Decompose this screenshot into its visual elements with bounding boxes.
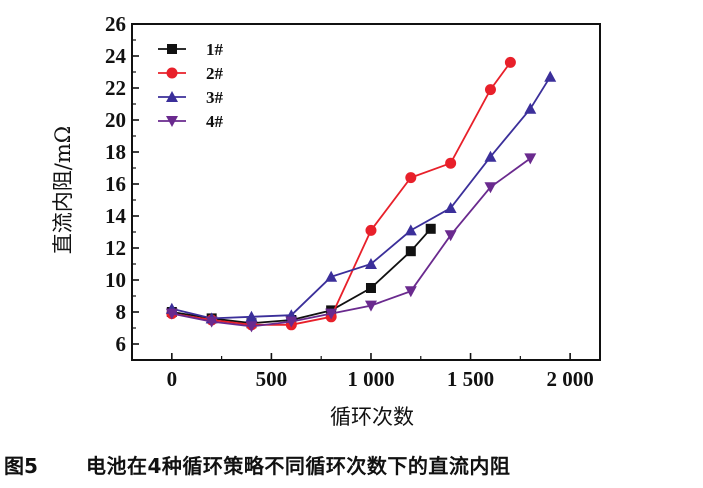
data-point [404, 224, 417, 236]
data-point [444, 230, 457, 242]
y-tick-label: 26 [105, 12, 126, 36]
data-point [165, 308, 178, 320]
data-point [444, 202, 457, 213]
data-point [205, 316, 218, 328]
ticks: 0 500 1 000 1 500 2 000 6 8 10 12 14 16 18 20 22 24 26 [105, 12, 594, 391]
series-3 [165, 70, 557, 324]
data-point [484, 150, 497, 162]
series-line [171, 228, 432, 325]
data-point [544, 70, 557, 82]
y-tick-label: 8 [116, 300, 127, 324]
legend-label: 4# [206, 112, 224, 131]
legend-marker [167, 44, 177, 54]
caption-text: 电池在4种循环策略不同循环次数下的直流内阻 [86, 454, 511, 478]
data-point [364, 300, 377, 312]
y-tick-label: 20 [105, 108, 126, 132]
data-point [325, 308, 338, 320]
legend-marker [166, 91, 178, 102]
legend-label: 1# [206, 40, 224, 59]
data-point [405, 246, 416, 257]
data-point [285, 316, 298, 328]
x-tick-label: 1 000 [347, 367, 394, 391]
data-point [484, 84, 496, 96]
legend-marker [166, 116, 178, 127]
series-1 [166, 223, 436, 329]
data-point [365, 224, 377, 236]
series-4 [165, 153, 537, 333]
plot-frame [131, 23, 601, 361]
series-line [171, 76, 551, 320]
legend: 1# 2# 3# 4# [158, 40, 224, 131]
data-point [245, 321, 258, 333]
y-axis-title: 直流内阻/mΩ [51, 126, 75, 254]
data-point [484, 182, 497, 194]
legend-item: 4# [158, 112, 224, 131]
x-tick-label: 1 500 [447, 367, 494, 391]
y-tick-label: 10 [105, 268, 126, 292]
caption-number: 图5 [4, 454, 38, 478]
legend-item: 2# [158, 64, 224, 83]
x-tick-label: 0 [167, 367, 178, 391]
line-chart: 0 500 1 000 1 500 2 00068101214161820222426 … [51, 12, 601, 429]
figure-caption: 图5 电池在4种循环策略不同循环次数下的直流内阻 [0, 446, 703, 482]
data-point [365, 283, 376, 293]
y-tick-label: 12 [105, 236, 126, 260]
y-tick-label: 24 [105, 44, 127, 68]
x-tick-label: 2 000 [547, 367, 594, 391]
legend-item: 3# [158, 88, 224, 107]
data-point [504, 56, 516, 68]
x-tick-label: 500 [256, 367, 288, 391]
data-point [524, 102, 537, 114]
data-point [405, 172, 417, 184]
axes [131, 23, 601, 361]
series-line [171, 157, 531, 328]
legend-label: 3# [206, 88, 224, 107]
y-tick-label: 14 [105, 204, 127, 228]
y-tick-label: 18 [105, 140, 126, 164]
data-point [524, 153, 537, 165]
legend-item: 1# [158, 40, 224, 59]
series-layer [165, 56, 557, 333]
data-point [325, 270, 338, 282]
x-axis-title: 循环次数 [330, 405, 414, 429]
data-point [364, 258, 377, 269]
data-point [425, 223, 436, 234]
data-point [445, 157, 457, 169]
series-line [171, 61, 512, 326]
data-point [245, 310, 258, 322]
y-tick-label: 22 [105, 76, 126, 100]
legend-label: 2# [206, 64, 224, 83]
data-point [404, 286, 417, 298]
y-tick-label: 16 [105, 172, 126, 196]
y-tick-label: 6 [116, 332, 127, 356]
legend-marker [166, 67, 178, 79]
